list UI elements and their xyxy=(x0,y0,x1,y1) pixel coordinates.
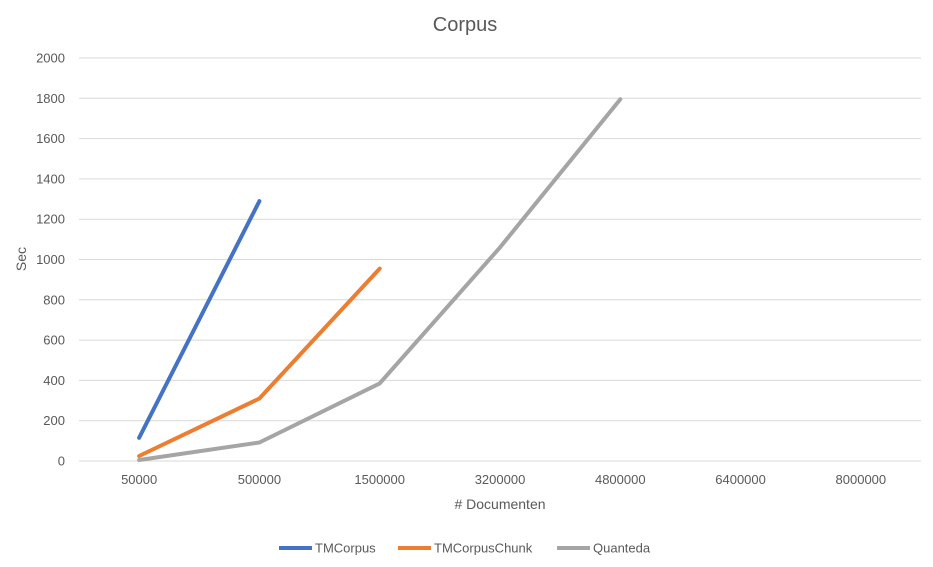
y-tick-label: 800 xyxy=(43,292,65,307)
x-tick-label: 4800000 xyxy=(595,472,646,487)
x-axis-ticks: 50000 500000 1500000 3200000 4800000 6400000 8… xyxy=(121,472,886,487)
legend-label: TMCorpusChunk xyxy=(434,541,533,556)
x-tick-label: 8000000 xyxy=(836,472,887,487)
y-tick-label: 1600 xyxy=(36,131,65,146)
y-tick-label: 1000 xyxy=(36,252,65,267)
x-tick-label: 500000 xyxy=(238,472,281,487)
x-tick-label: 50000 xyxy=(121,472,157,487)
y-tick-label: 600 xyxy=(43,333,65,348)
x-axis-title: # Documenten xyxy=(454,496,545,512)
series-line-quanteda xyxy=(137,97,623,462)
legend: TMCorpus TMCorpusChunk Quanteda xyxy=(279,541,651,556)
x-tick-label: 1500000 xyxy=(354,472,405,487)
series-line-tmcorpus xyxy=(137,199,262,440)
series-lines xyxy=(137,97,623,462)
series-line-tmcorpuschunk xyxy=(137,266,382,458)
y-tick-label: 2000 xyxy=(36,51,65,66)
x-tick-label: 6400000 xyxy=(715,472,766,487)
y-tick-label: 400 xyxy=(43,373,65,388)
chart-title: Corpus xyxy=(433,14,497,36)
y-tick-label: 200 xyxy=(43,413,65,428)
y-tick-label: 1200 xyxy=(36,212,65,227)
legend-label: Quanteda xyxy=(593,541,651,556)
legend-label: TMCorpus xyxy=(315,541,376,556)
y-axis-ticks: 0 200 400 600 800 1000 1200 1400 1600 1800 2000 xyxy=(36,51,65,469)
y-tick-label: 1400 xyxy=(36,171,65,186)
y-tick-label: 1800 xyxy=(36,91,65,106)
gridlines xyxy=(79,57,921,462)
x-tick-label: 3200000 xyxy=(475,472,526,487)
y-tick-label: 0 xyxy=(58,454,65,469)
y-axis-title: Sec xyxy=(13,247,29,271)
